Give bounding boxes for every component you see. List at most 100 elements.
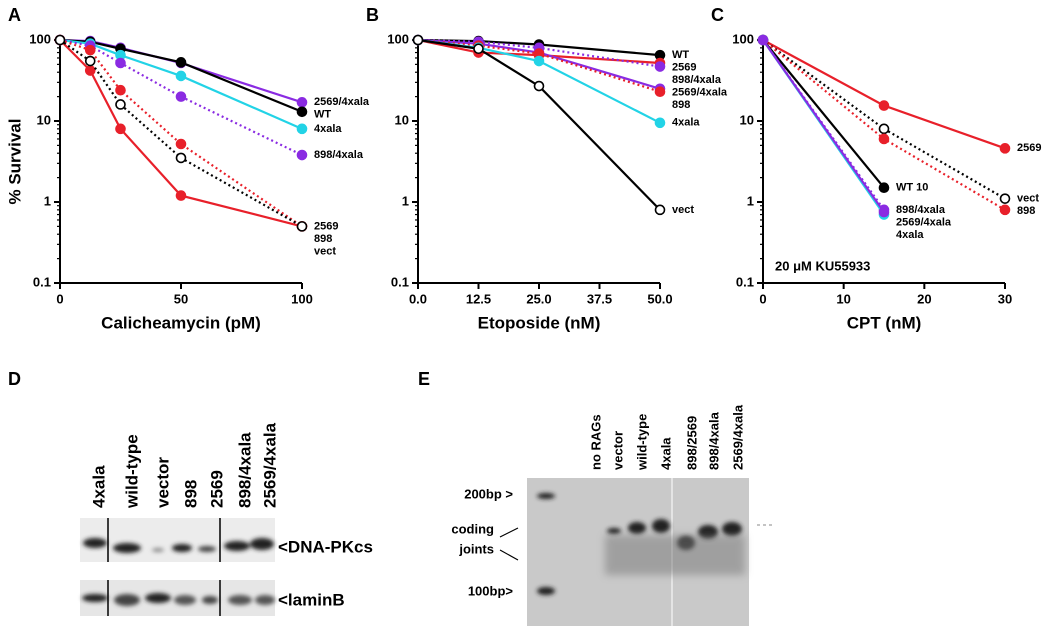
x-axis-title: Calicheamycin (pM) (101, 313, 261, 332)
gel: E (418, 369, 772, 626)
series-label: 4xala (314, 123, 342, 135)
series-label: 898 (672, 99, 690, 111)
data-point (175, 57, 187, 68)
x-tick-label: 50 (174, 291, 188, 306)
data-point (115, 99, 126, 110)
series-label: 2569 (672, 62, 696, 74)
series-line (762, 39, 885, 213)
data-point (878, 100, 890, 111)
data-point (296, 106, 308, 118)
series-line (417, 38, 661, 211)
data-point (84, 44, 96, 56)
data-point (296, 123, 308, 135)
series-label: 2569 (314, 220, 338, 232)
x-tick-label: 0.0 (409, 291, 427, 306)
x-axis-title: Etoposide (nM) (478, 313, 601, 332)
y-tick-label: 100 (387, 31, 409, 46)
y-tick-label: 1 (747, 193, 754, 208)
blot-bands (82, 538, 275, 606)
blot: D (8, 369, 275, 616)
y-tick-label: 10 (740, 112, 754, 127)
series-label: 898 (314, 233, 332, 245)
series-label: 898 (1017, 205, 1035, 217)
coding-label: coding (451, 521, 494, 536)
data-point (878, 133, 890, 145)
x-axis-title: CPT (nM) (847, 313, 922, 332)
chart: C 0.1 1 10 100 0 10 20 30 CPT (nM) 20 μM KU55933 WT… (711, 5, 1041, 333)
lane-label: 4xala (89, 465, 108, 508)
lane-label: 2569/4xala (730, 404, 745, 470)
lane-label: 4xala (658, 437, 673, 470)
data-point (175, 91, 187, 102)
series-label: vect (314, 245, 336, 257)
data-point (296, 97, 308, 108)
panel-label: B (366, 5, 379, 25)
series-label: 2569/4xala (314, 96, 370, 108)
lane-label: wild-type (122, 434, 141, 509)
lane-label: 2569 (207, 470, 226, 508)
data-point (473, 43, 484, 55)
data-point (533, 55, 545, 67)
data-point (84, 65, 96, 76)
series-label: 898/4xala (672, 74, 722, 86)
data-point (654, 117, 666, 129)
y-tick-label: 1 (44, 193, 51, 208)
lane-label: vector (153, 457, 172, 508)
chart: B 0.1 1 10 100 0.0 12.5 25.0 37.5 50.0 Etoposide (… (366, 5, 728, 333)
x-tick-label: 100 (291, 291, 313, 306)
series-label: 898/4xala (896, 204, 946, 216)
data-point (878, 123, 890, 135)
series-label: WT (672, 49, 689, 61)
y-tick-label: 100 (29, 31, 51, 46)
series-label: vect (672, 204, 694, 216)
series-label: 4xala (896, 229, 924, 241)
y-tick-label: 0.1 (736, 274, 754, 289)
data-point (999, 193, 1011, 204)
x-tick-label: 0 (56, 291, 63, 306)
x-tick-label: 12.5 (466, 291, 491, 306)
x-tick-label: 10 (836, 291, 850, 306)
panel-label: D (8, 369, 21, 389)
data-point (175, 190, 187, 201)
series-line (762, 39, 1006, 200)
panel-label: E (418, 369, 430, 389)
data-point (412, 34, 424, 46)
data-point (84, 55, 96, 67)
series-label: 4xala (672, 117, 700, 129)
lane-label: 898/2569 (684, 416, 699, 470)
data-point (654, 204, 666, 216)
lane-label: wild-type (634, 414, 649, 471)
x-tick-label: 0 (759, 291, 766, 306)
panel-label: C (711, 5, 724, 25)
data-point (296, 149, 308, 161)
lane-label: 898/4xala (235, 432, 254, 508)
series-label: 2569/4xala (896, 216, 952, 228)
y-tick-label: 100 (732, 31, 754, 46)
y-tick-label: 10 (37, 112, 51, 127)
x-tick-label: 30 (998, 291, 1012, 306)
annotation: 20 μM KU55933 (775, 258, 870, 273)
data-point (654, 86, 666, 98)
data-point (175, 138, 187, 150)
data-point (296, 221, 308, 232)
y-tick-label: 10 (395, 112, 409, 127)
y-tick-label: 0.1 (33, 274, 51, 289)
lane-label: no RAGs (588, 414, 603, 470)
data-point (115, 123, 126, 135)
band-label: <DNA-PKcs (278, 537, 373, 556)
series-line (762, 39, 885, 189)
series-label: 2569/4xala (672, 87, 728, 99)
data-point (175, 70, 187, 82)
data-point (757, 34, 769, 46)
series-label: WT (314, 109, 331, 121)
series-label: 898/4xala (314, 149, 364, 161)
band-label: <laminB (278, 590, 345, 609)
data-point (999, 143, 1011, 154)
data-point (175, 152, 187, 164)
blot-strip (80, 518, 275, 562)
y-axis-title: % Survival (5, 119, 24, 205)
lane-label: vector (610, 431, 625, 470)
coding-label: joints (458, 541, 494, 556)
data-point (115, 57, 126, 69)
